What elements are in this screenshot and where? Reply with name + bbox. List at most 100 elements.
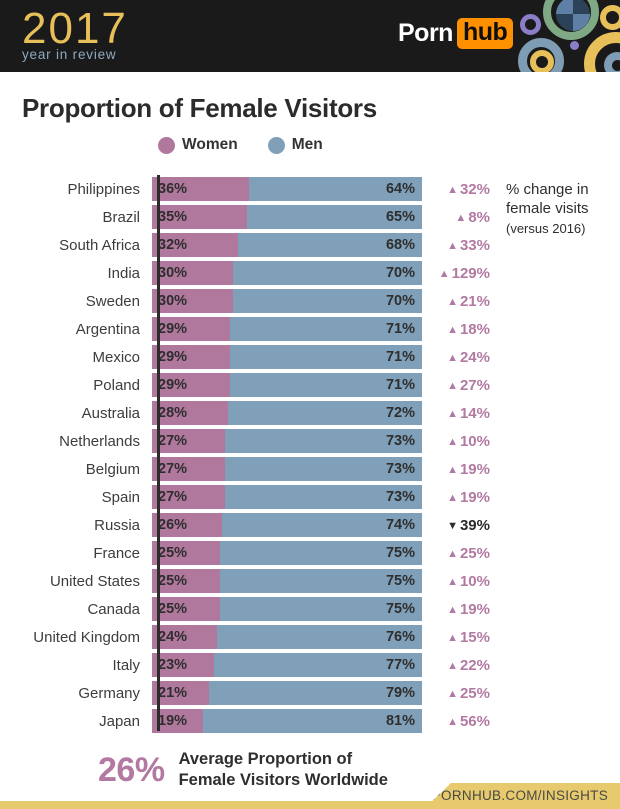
country-label: Belgium: [85, 460, 140, 478]
men-bar-segment: 70%: [233, 261, 422, 285]
chart-row: United Kingdom 24% 76% ▲ 15%: [0, 625, 620, 649]
triangle-up-icon: ▲: [447, 687, 458, 700]
men-bar-segment: 75%: [219, 597, 422, 621]
country-label: Spain: [101, 488, 140, 506]
legend-label-men: Men: [291, 136, 323, 153]
pornhub-logo: Porn hub: [398, 18, 514, 49]
change-value: 39%: [459, 516, 490, 534]
chart-row: Philippines 36% 64% ▲ 32%: [0, 177, 620, 201]
chart-row: Netherlands 27% 73% ▲ 10%: [0, 429, 620, 453]
footer-bar: PORNHUB.COM/INSIGHTS: [0, 783, 620, 809]
stacked-bar: 28% 72%: [152, 401, 422, 425]
stacked-bar: 26% 74%: [152, 513, 422, 537]
men-bar-segment: 79%: [208, 681, 422, 705]
page-title: Proportion of Female Visitors: [22, 93, 377, 123]
women-bar-segment: 29%: [152, 345, 231, 369]
women-bar-segment: 23%: [152, 653, 215, 677]
stacked-bar: 30% 70%: [152, 289, 422, 313]
triangle-up-icon: ▲: [447, 575, 458, 588]
men-bar-segment: 81%: [203, 709, 422, 733]
stacked-bar: 25% 75%: [152, 541, 422, 565]
stacked-bar: 24% 76%: [152, 625, 422, 649]
women-bar-segment: 35%: [152, 205, 247, 229]
men-bar-segment: 73%: [224, 485, 422, 509]
change-note-line3: (versus 2016): [506, 221, 586, 236]
summary-text-line2: Female Visitors Worldwide: [178, 771, 388, 789]
country-label: United Kingdom: [33, 628, 140, 646]
stacked-bar: 35% 65%: [152, 205, 422, 229]
change-note-line2: female visits: [506, 200, 589, 217]
chart-row: India 30% 70% ▲ 129%: [0, 261, 620, 285]
circle-blue-ring-icon: [518, 38, 564, 72]
year-text: 2017: [22, 4, 128, 53]
change-note-line1: % change in: [506, 181, 589, 198]
women-bar-segment: 32%: [152, 233, 239, 257]
chart-axis-line: [157, 175, 160, 731]
country-label: United States: [49, 572, 140, 590]
triangle-up-icon: ▲: [447, 323, 458, 336]
circle-green-ring-icon: [543, 0, 599, 40]
women-bar-segment: 19%: [152, 709, 204, 733]
men-bar-segment: 64%: [249, 177, 422, 201]
circle-dark-dot-icon: [612, 60, 620, 71]
change-value: 25%: [459, 544, 490, 562]
women-bar-segment: 21%: [152, 681, 209, 705]
stacked-bar: 36% 64%: [152, 177, 422, 201]
footer-url: PORNHUB.COM/INSIGHTS: [431, 787, 608, 803]
header-bar: 2017 year in review Porn hub: [0, 0, 620, 72]
chart-row: Mexico 29% 71% ▲ 24%: [0, 345, 620, 369]
change-vs-2016: ▼ 39%: [422, 517, 490, 534]
women-bar-segment: 27%: [152, 457, 225, 481]
women-bar-segment: 30%: [152, 261, 233, 285]
chart-row: South Africa 32% 68% ▲ 33%: [0, 233, 620, 257]
stacked-bar: 21% 79%: [152, 681, 422, 705]
chart-row: Italy 23% 77% ▲ 22%: [0, 653, 620, 677]
country-label: Sweden: [85, 292, 140, 310]
country-label: Brazil: [102, 208, 140, 226]
women-bar-segment: 25%: [152, 541, 220, 565]
stacked-bar: 25% 75%: [152, 569, 422, 593]
legend-dot-men-icon: [267, 136, 285, 154]
women-bar-segment: 24%: [152, 625, 217, 649]
country-label: India: [107, 264, 140, 282]
change-vs-2016: ▲ 18%: [422, 321, 490, 338]
triangle-down-icon: ▼: [447, 519, 458, 532]
change-vs-2016: ▲ 56%: [422, 713, 490, 730]
women-bar-segment: 25%: [152, 569, 220, 593]
change-value: 8%: [468, 208, 490, 226]
triangle-up-icon: ▲: [447, 351, 458, 364]
women-bar-segment: 27%: [152, 485, 225, 509]
circle-gold-ring-small-icon: [600, 5, 620, 30]
triangle-up-icon: ▲: [447, 407, 458, 420]
circle-gold-ring-inner-icon: [530, 50, 554, 72]
triangle-up-icon: ▲: [447, 603, 458, 616]
summary-text: Average Proportion of Female Visitors Wo…: [179, 749, 388, 791]
change-vs-2016: ▲ 33%: [422, 237, 490, 254]
change-vs-2016: ▲ 19%: [422, 461, 490, 478]
chart-rows: Philippines 36% 64% ▲ 32% Brazil 35% 65% ▲ 8% Sout…: [0, 177, 620, 733]
women-bar-segment: 36%: [152, 177, 250, 201]
legend-item-women: Women: [158, 136, 238, 154]
change-value: 14%: [459, 404, 490, 422]
stacked-bar: 19% 81%: [152, 709, 422, 733]
change-vs-2016: ▲ 19%: [422, 489, 490, 506]
triangle-up-icon: ▲: [447, 435, 458, 448]
men-bar-segment: 75%: [219, 569, 422, 593]
men-bar-segment: 77%: [214, 653, 422, 677]
change-value: 24%: [459, 348, 490, 366]
country-label: Mexico: [92, 348, 140, 366]
change-value: 19%: [459, 460, 490, 478]
chart-row: Australia 28% 72% ▲ 14%: [0, 401, 620, 425]
men-bar-segment: 71%: [230, 373, 422, 397]
year-subtitle: year in review: [22, 47, 117, 62]
country-label: Italy: [112, 656, 140, 674]
triangle-up-icon: ▲: [447, 547, 458, 560]
women-bar-segment: 30%: [152, 289, 233, 313]
men-bar-segment: 73%: [224, 457, 422, 481]
country-label: France: [93, 544, 140, 562]
stacked-bar: 29% 71%: [152, 317, 422, 341]
change-value: 19%: [459, 488, 490, 506]
triangle-up-icon: ▲: [447, 491, 458, 504]
change-vs-2016: ▲ 21%: [422, 293, 490, 310]
